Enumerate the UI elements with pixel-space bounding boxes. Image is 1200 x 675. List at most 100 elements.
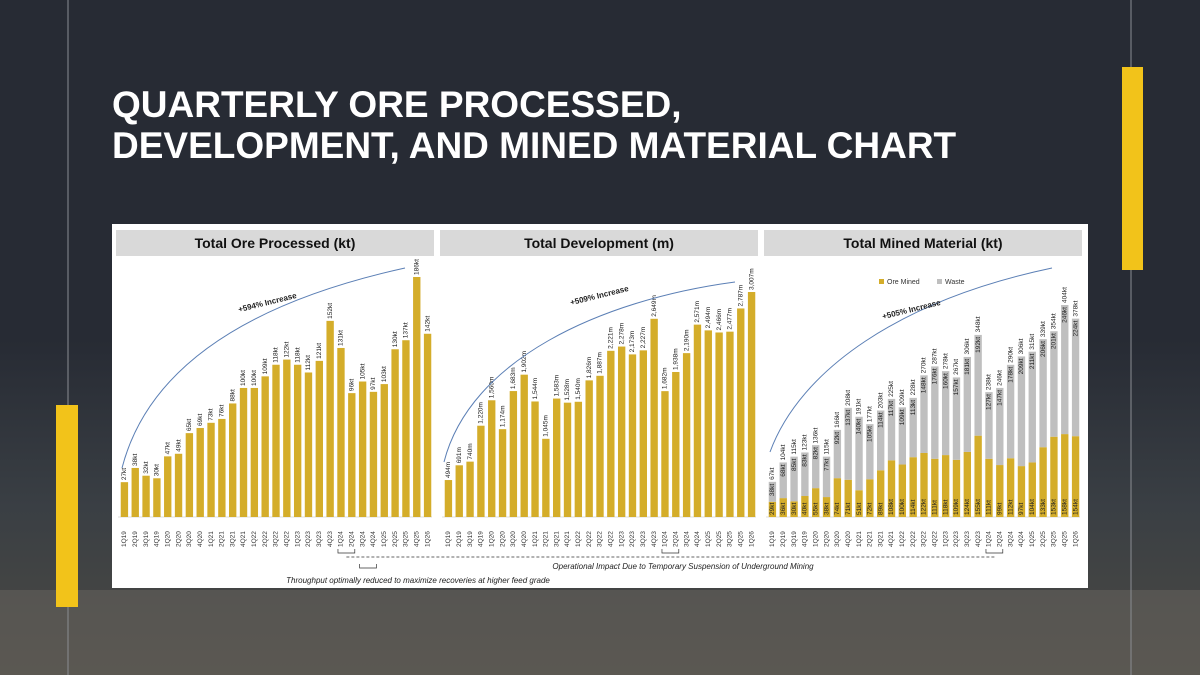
value-label: 40kt [802,503,809,515]
x-tick-label: 4Q20 [845,531,852,547]
bar [704,330,712,517]
total-label: 209kt [899,389,906,405]
bar [747,292,756,517]
value-label: 121kt [316,343,323,359]
x-tick-label: 4Q19 [802,531,809,547]
x-tick-label: 1Q20 [812,531,819,547]
bar-segment [768,501,777,517]
bar [737,308,745,517]
bar [250,387,259,517]
bar-segment [887,398,896,461]
value-label: 97kt [370,377,377,389]
x-tick-label: 3Q22 [273,531,280,547]
x-tick-label: 2Q24 [997,531,1004,547]
bar-segment [1028,462,1036,517]
x-tick-label: 1Q22 [575,531,582,547]
note: Throughput optimally reduced to maximize… [286,576,550,585]
trend-arrow [121,267,406,469]
x-tick-label: 2Q21 [867,531,874,547]
x-tick-label: 2Q24 [673,531,680,547]
bar-segment [790,501,798,517]
bar-segment [779,462,787,499]
value-label: 69kt [197,413,204,425]
bar-segment [855,416,863,491]
value-label: 27kt [121,468,128,480]
x-tick-label: 1Q21 [208,531,215,547]
chart-header [440,230,758,256]
bar-segment [801,496,809,517]
value-label: 104kt [1029,499,1036,515]
value-label: 246kt [1061,307,1068,323]
total-label: 378kt [1072,301,1079,317]
bar-segment [985,392,993,459]
bar-segment [1071,318,1080,437]
value-label: 2,477m [727,308,734,330]
total-label: 208kt [845,390,852,406]
x-tick-label: 3Q23 [640,531,647,547]
value-label: 82kt [812,447,819,459]
slide-title: DEVELOPMENT, AND MINED MATERIAL CHART [112,125,957,166]
x-tick-label: 4Q25 [1061,531,1068,547]
value-label: 181kt [964,359,971,375]
bar-segment [844,407,852,480]
x-tick-label: 3Q20 [510,531,517,547]
bar [218,418,226,517]
bar [391,349,399,517]
total-label: 354kt [1051,313,1058,329]
x-tick-label: 2Q21 [543,531,550,547]
bar [563,402,572,517]
bar [196,427,204,517]
value-label: 2,466m [716,309,723,331]
x-tick-label: 4Q21 [888,531,895,547]
bar-segment [833,429,842,479]
value-label: 55kt [812,503,819,515]
bar [380,384,388,517]
value-label: 3,007m [748,268,755,290]
total-label: 339kt [1040,321,1047,337]
total-label: 306kt [964,338,971,354]
value-label: 109kt [953,499,960,515]
value-label: 1,683m [510,367,517,389]
x-tick-label: 2Q25 [716,531,723,547]
background-photo-ground [0,590,1200,675]
bar [283,359,291,517]
bar-segment [996,465,1004,517]
bar-segment [1017,356,1026,467]
value-label: 209kt [1018,358,1025,374]
legend-label: Ore Mined [887,279,920,286]
value-label: 89kt [877,503,884,515]
bar [423,333,432,517]
x-tick-label: 2Q23 [629,531,636,547]
x-tick-label: 1Q23 [942,531,949,547]
value-label: 113kt [910,400,917,416]
x-tick-label: 3Q24 [683,531,690,547]
value-label: 154kt [1072,499,1079,515]
bar-segment [1006,364,1015,459]
bar-segment [1050,331,1058,437]
x-tick-label: 1Q25 [381,531,388,547]
value-label: 201kt [1051,333,1058,349]
bar-segment [1071,436,1080,517]
x-tick-label: 3Q25 [1051,531,1058,547]
bar [358,381,367,517]
value-label: 157kt [953,379,960,395]
value-label: 691m [456,447,463,463]
x-tick-label: 4Q23 [651,531,658,547]
value-label: 2,173m [629,331,636,353]
value-label: 131kt [338,330,345,346]
value-label: 2,787m [737,285,744,307]
x-tick-label: 1Q21 [532,531,539,547]
value-label: 494m [445,462,452,478]
value-label: 2,278m [618,323,625,345]
x-tick-label: 1Q24 [338,531,345,547]
total-label: 203kt [877,392,884,408]
value-label: 38kt [132,453,139,465]
x-tick-label: 4Q24 [694,531,701,547]
bar [553,398,561,517]
x-tick-label: 1Q19 [769,531,776,547]
bar [542,438,550,517]
x-tick-label: 2Q21 [219,531,226,547]
value-label: 1,045m [543,415,550,437]
value-label: 96kt [349,379,356,391]
